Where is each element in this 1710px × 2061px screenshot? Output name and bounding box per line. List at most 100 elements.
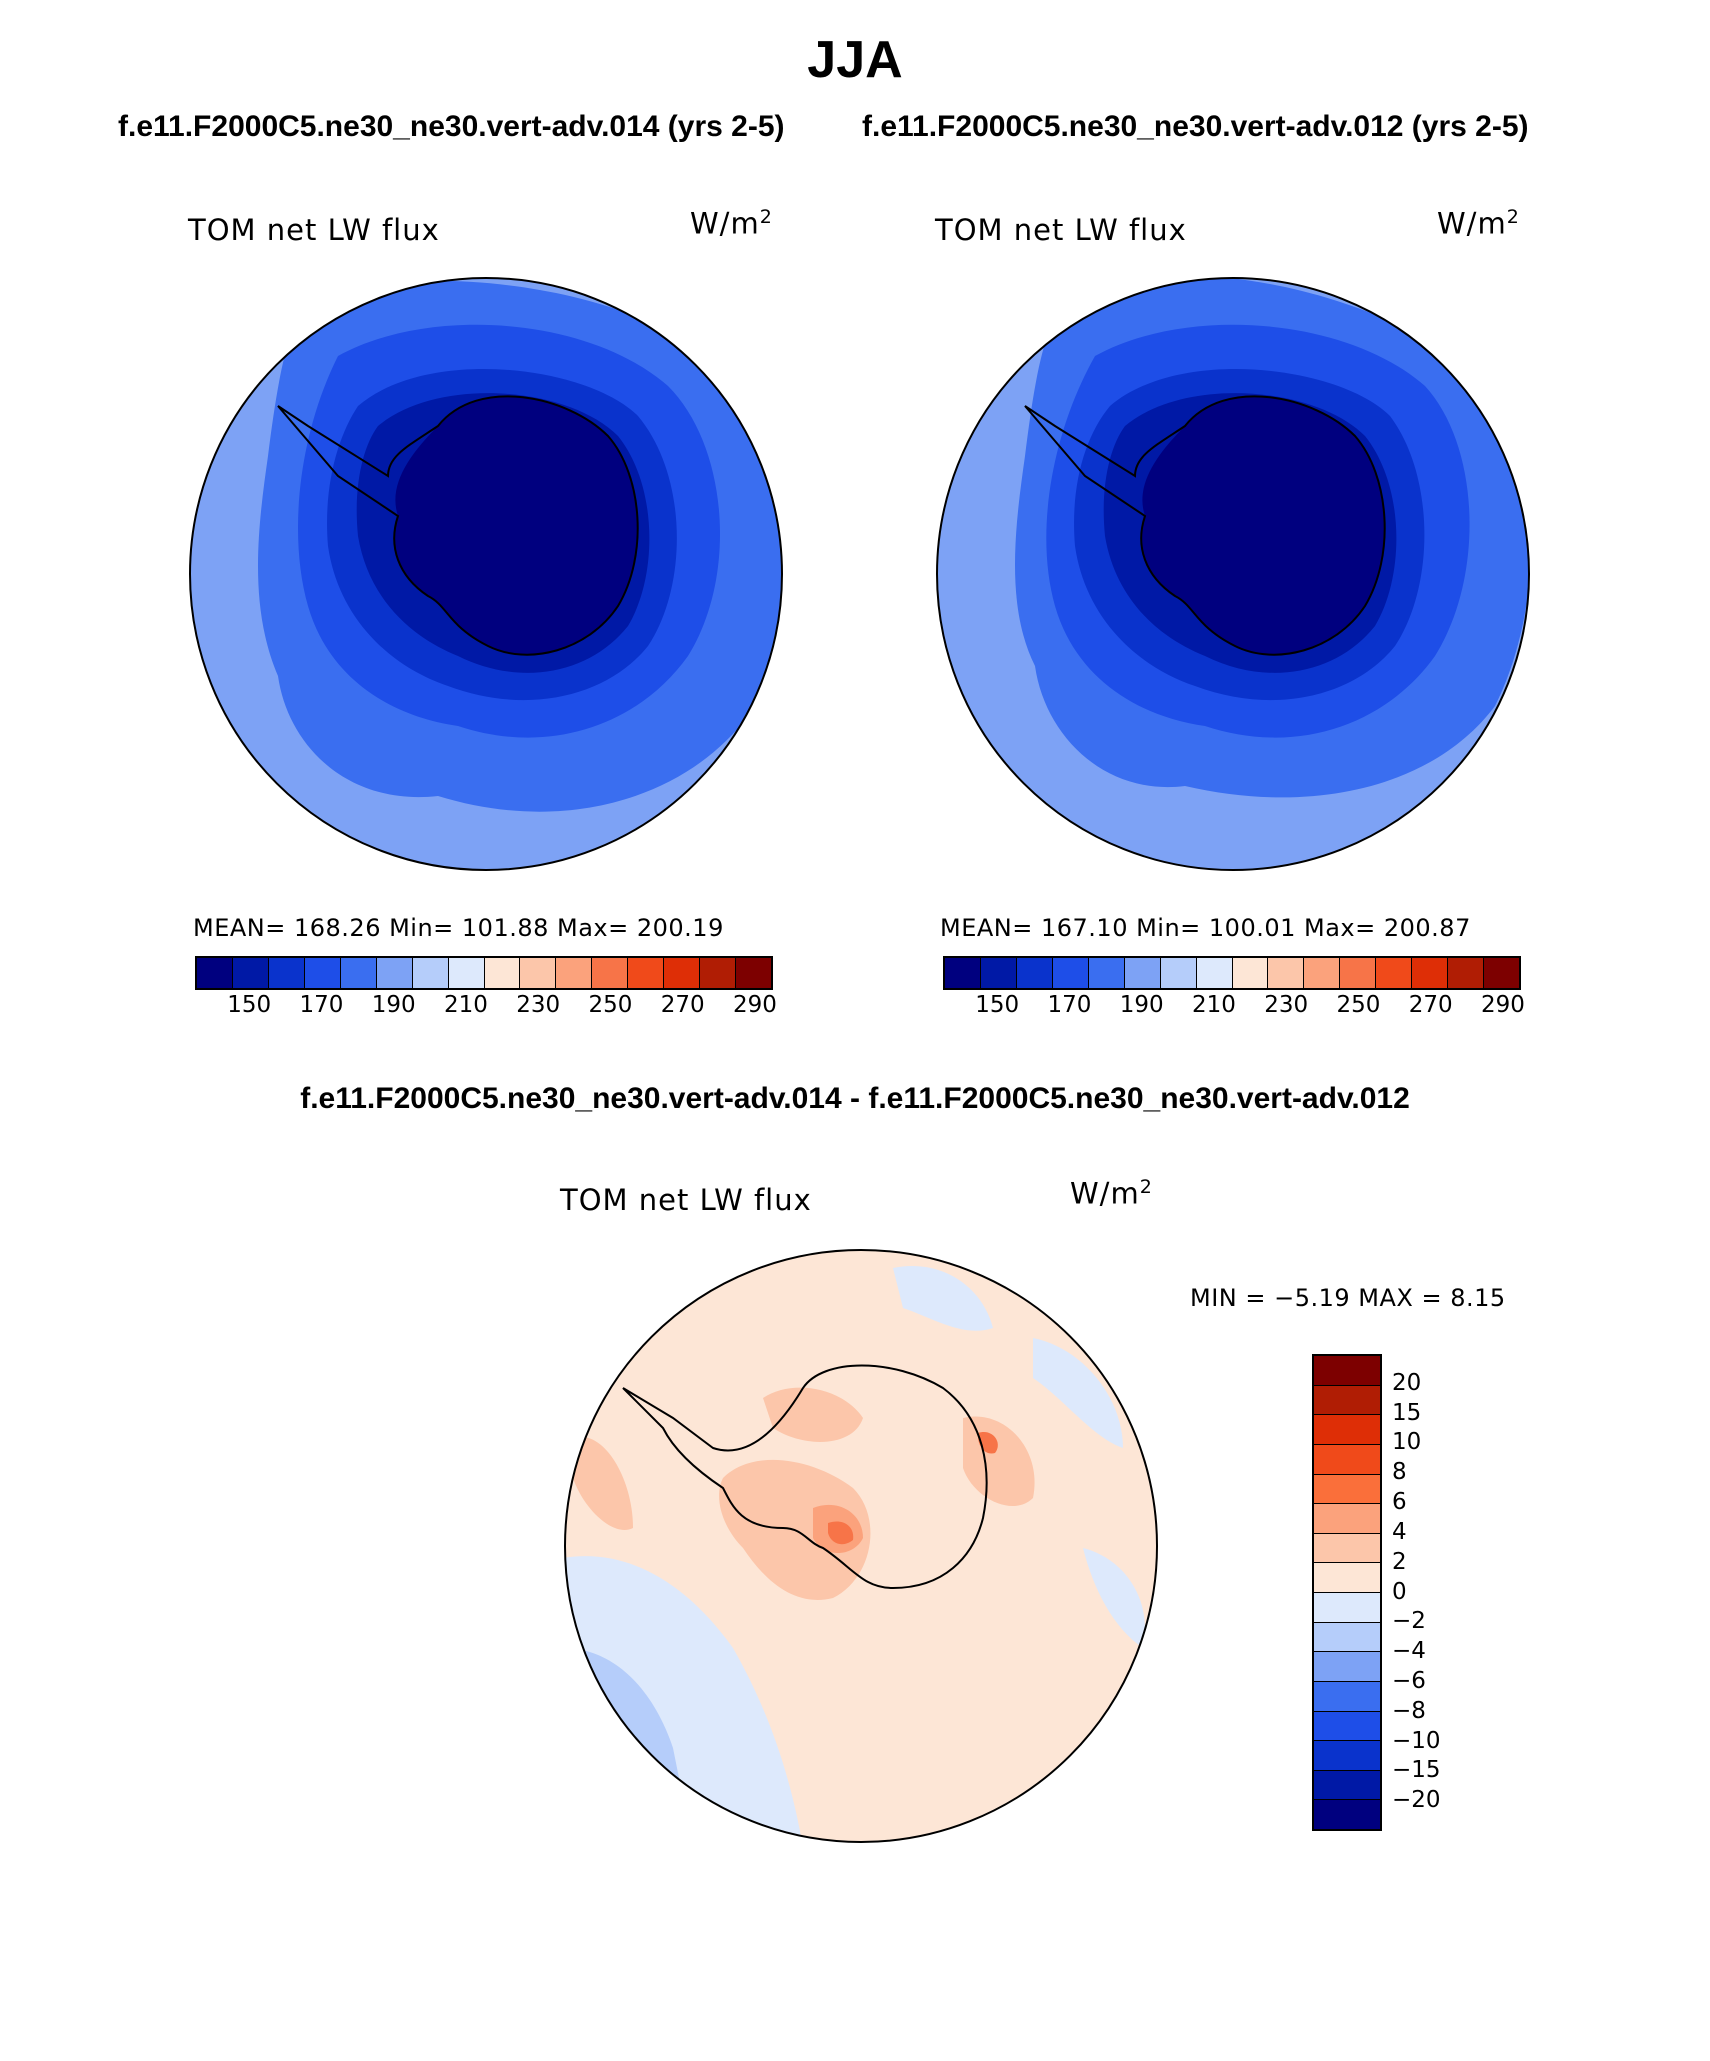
panel2-colorbar [943,956,1521,990]
colorbar-swatch [1196,958,1233,988]
panel1-map [189,277,783,871]
colorbar-swatch [664,958,701,988]
panel3-neg-north [893,1266,993,1331]
colorbar-tick-label: 0 [1392,1578,1407,1605]
colorbar-tick-label: 250 [588,992,633,1018]
colorbar-tick-label: 150 [975,992,1020,1018]
panel1-colorbar [195,956,773,990]
panel3-neg-east [1083,1548,1145,1648]
colorbar-swatch [945,958,981,988]
colorbar-swatch [1314,1593,1380,1623]
colorbar-swatch [1448,958,1485,988]
panel3-pos-north [763,1387,863,1442]
panel3-neg-northeast [1033,1338,1123,1448]
colorbar-swatch [736,958,771,988]
panel3-coastline [622,1364,988,1590]
colorbar-swatch [1314,1356,1380,1386]
panel3-title: TOM net LW flux [560,1183,812,1217]
colorbar-swatch [520,958,557,988]
colorbar-tick-label: 150 [227,992,272,1018]
colorbar-swatch [448,958,485,988]
colorbar-tick-label: 290 [732,992,777,1018]
colorbar-swatch [484,958,521,988]
colorbar-swatch [1314,1444,1380,1475]
colorbar-tick-label: 8 [1392,1459,1407,1486]
colorbar-tick-label: −4 [1392,1638,1426,1665]
colorbar-swatch [1314,1474,1380,1505]
colorbar-swatch [376,958,413,988]
panel1-colorbar-ticks: 150 170 190 210 230 250 270 290 [195,992,777,1022]
colorbar-tick-label: 230 [516,992,561,1018]
colorbar-swatch [1088,958,1125,988]
colorbar-tick-label: 190 [371,992,416,1018]
colorbar-tick-label: 15 [1392,1399,1422,1426]
panel1-continent [394,396,638,655]
colorbar-swatch [1340,958,1377,988]
colorbar-tick-label: −20 [1392,1787,1441,1814]
colorbar-swatch [1314,1533,1380,1564]
colorbar-swatch [1268,958,1305,988]
colorbar-tick-label: −8 [1392,1697,1426,1724]
colorbar-swatch [1314,1770,1380,1801]
panel1-title: TOM net LW flux [188,213,440,247]
panel3-stats: MIN = −5.19 MAX = 8.15 [1190,1284,1506,1312]
colorbar-tick-label: 270 [660,992,705,1018]
case1-header: f.e11.F2000C5.ne30_ne30.vert-adv.014 (yr… [118,110,785,143]
panel1-stats: MEAN= 168.26 Min= 101.88 Max= 200.19 [193,914,724,942]
panel2-coastline [1024,395,1386,656]
colorbar-swatch [1376,958,1413,988]
panel3-pos-center-3 [828,1521,854,1545]
colorbar-tick-label: 290 [1480,992,1525,1018]
panel2-units: W/m2 [1437,206,1520,241]
panel1-coastline [277,395,639,656]
panel3-map [564,1249,1158,1843]
panel2-map [936,277,1530,871]
panel2-continent [1141,396,1385,655]
colorbar-tick-label: 10 [1392,1429,1422,1456]
colorbar-swatch [340,958,377,988]
colorbar-swatch [1052,958,1089,988]
colorbar-swatch [1484,958,1519,988]
panel2-stats: MEAN= 167.10 Min= 100.01 Max= 200.87 [940,914,1471,942]
colorbar-tick-label: 210 [443,992,488,1018]
colorbar-swatch [1160,958,1197,988]
colorbar-swatch [1314,1385,1380,1416]
colorbar-swatch [1314,1800,1380,1829]
colorbar-swatch [1314,1741,1380,1771]
colorbar-swatch [556,958,593,988]
colorbar-swatch [268,958,305,988]
colorbar-tick-label: −2 [1392,1608,1426,1635]
colorbar-swatch [1412,958,1449,988]
figure-title: JJA [807,31,903,89]
colorbar-swatch [1124,958,1161,988]
panel2-title: TOM net LW flux [935,213,1187,247]
colorbar-swatch [1314,1681,1380,1712]
colorbar-swatch [197,958,233,988]
diff-header: f.e11.F2000C5.ne30_ne30.vert-adv.014 - f… [300,1082,1410,1115]
panel3-pos-west [573,1436,633,1530]
colorbar-tick-label: 190 [1119,992,1164,1018]
panel3-units: W/m2 [1070,1176,1153,1211]
colorbar-swatch [412,958,449,988]
panel3-colorbar [1312,1354,1382,1831]
colorbar-tick-label: 2 [1392,1548,1407,1575]
panel3-colorbar-ticks: 20 15 10 8 6 4 2 0 −2 −4 −6 −8 −10 −15 −20 [1392,1354,1452,1831]
colorbar-tick-label: −10 [1392,1727,1441,1754]
colorbar-swatch [1314,1652,1380,1682]
colorbar-swatch [1314,1711,1380,1742]
panel1-units: W/m2 [690,206,773,241]
colorbar-swatch [1304,958,1341,988]
colorbar-swatch [1232,958,1269,988]
colorbar-tick-label: 230 [1264,992,1309,1018]
colorbar-tick-label: 210 [1191,992,1236,1018]
colorbar-tick-label: −6 [1392,1667,1426,1694]
colorbar-tick-label: 20 [1392,1369,1422,1396]
colorbar-swatch [1314,1415,1380,1445]
colorbar-swatch [232,958,269,988]
colorbar-swatch [1314,1563,1380,1593]
colorbar-tick-label: 4 [1392,1518,1407,1545]
panel2-colorbar-ticks: 150 170 190 210 230 250 270 290 [943,992,1525,1022]
colorbar-swatch [1016,958,1053,988]
colorbar-tick-label: 270 [1408,992,1453,1018]
colorbar-tick-label: −15 [1392,1757,1441,1784]
